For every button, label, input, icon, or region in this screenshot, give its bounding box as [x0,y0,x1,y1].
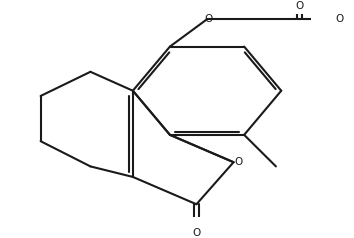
Text: O: O [192,228,201,238]
Text: O: O [335,14,343,24]
Text: O: O [234,157,242,167]
Text: O: O [204,14,212,24]
Text: O: O [295,0,303,10]
